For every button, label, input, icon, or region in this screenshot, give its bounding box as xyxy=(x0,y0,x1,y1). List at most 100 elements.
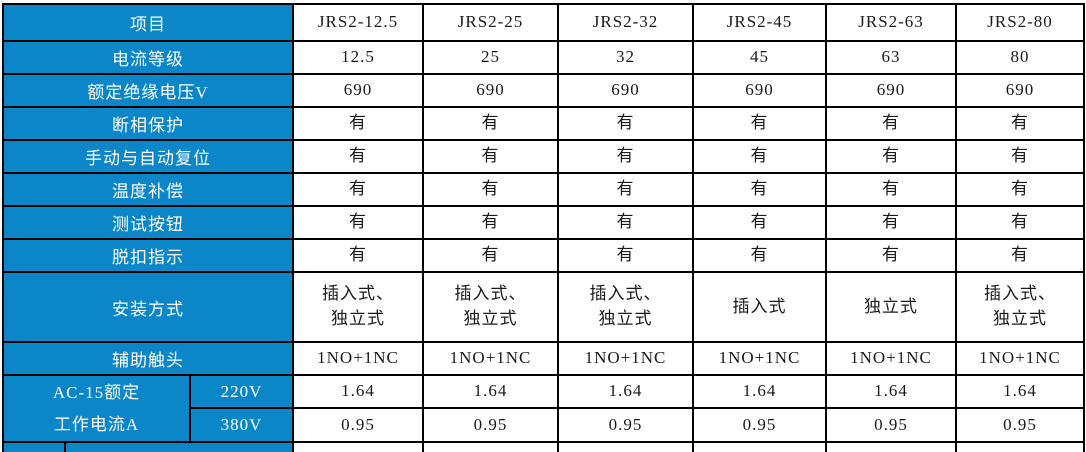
column-header: JRS2-32 xyxy=(557,3,695,42)
partial-cell xyxy=(63,441,295,452)
table-cell: 有 xyxy=(557,238,695,273)
table-cell: 1NO+1NC xyxy=(557,341,695,376)
table-cell: 1NO+1NC xyxy=(825,341,958,376)
row-label: 脱扣指示 xyxy=(1,238,295,273)
table-cell: 插入式、 独立式 xyxy=(422,271,560,343)
table-cell: 有 xyxy=(692,139,828,174)
row-label: 电流等级 xyxy=(1,40,295,75)
table-cell: 有 xyxy=(692,106,828,141)
table-row-auxiliary-contact: 辅助触头 1NO+1NC 1NO+1NC 1NO+1NC 1NO+1NC 1NO… xyxy=(1,341,1086,376)
table-cell: 有 xyxy=(955,205,1086,240)
column-header: JRS2-25 xyxy=(422,3,560,42)
table-cell: 690 xyxy=(692,73,828,108)
table-row-mounting-type: 安装方式 插入式、 独立式 插入式、 独立式 插入式、 独立式 插入式 独立式 … xyxy=(1,271,1086,343)
table-cell: 690 xyxy=(557,73,695,108)
table-cell: 1.64 xyxy=(292,374,425,409)
table-cell: 插入式 xyxy=(692,271,828,343)
table-cell: 有 xyxy=(825,238,958,273)
table-cell: 12.5 xyxy=(292,40,425,75)
partial-cell xyxy=(2,441,66,452)
column-header: JRS2-63 xyxy=(825,3,958,42)
row-label: 辅助触头 xyxy=(1,341,295,376)
table-cell: 有 xyxy=(422,172,560,207)
table-header-row: 项目 JRS2-12.5 JRS2-25 JRS2-32 JRS2-45 JRS… xyxy=(1,3,1086,42)
ac15-group-label-line1: AC-15额定 xyxy=(52,383,141,403)
table-cell: 有 xyxy=(825,106,958,141)
table-cell: 有 xyxy=(955,106,1086,141)
table-cell: 45 xyxy=(692,40,828,75)
column-header: JRS2-80 xyxy=(955,3,1086,42)
table-cell: 690 xyxy=(825,73,958,108)
table-cell: 有 xyxy=(292,205,425,240)
table-cell: 1.64 xyxy=(692,374,828,409)
table-cell: 有 xyxy=(557,106,695,141)
table-cell: 0.95 xyxy=(557,407,695,443)
table-cell: 插入式、 独立式 xyxy=(955,271,1086,343)
partial-cell xyxy=(292,441,425,452)
table-cell: 有 xyxy=(557,205,695,240)
ac15-group-label-line2: 工作电流A xyxy=(53,414,140,434)
table-row-insulation-voltage: 额定绝缘电压V 690 690 690 690 690 690 xyxy=(1,73,1086,108)
column-header: JRS2-12.5 xyxy=(292,3,425,42)
table-cell: 0.95 xyxy=(692,407,828,443)
table-cell: 有 xyxy=(422,106,560,141)
table-cell: 63 xyxy=(825,40,958,75)
header-label: 项目 xyxy=(1,3,295,42)
row-label: 断相保护 xyxy=(1,106,295,141)
table-cell: 0.95 xyxy=(422,407,560,443)
table-cell: 1.64 xyxy=(422,374,560,409)
table-cell: 25 xyxy=(422,40,560,75)
table-cell: 1NO+1NC xyxy=(292,341,425,376)
table-cell: 有 xyxy=(557,139,695,174)
table-cell: 32 xyxy=(557,40,695,75)
partial-cell xyxy=(692,441,828,452)
table-cell: 0.95 xyxy=(825,407,958,443)
table-cell: 690 xyxy=(422,73,560,108)
table-cell: 有 xyxy=(955,238,1086,273)
table-row-phase-failure: 断相保护 有 有 有 有 有 有 xyxy=(1,106,1086,141)
table-cell: 1.64 xyxy=(557,374,695,409)
table-cell: 80 xyxy=(955,40,1086,75)
row-label: 测试按钮 xyxy=(1,205,295,240)
table-cell: 有 xyxy=(825,205,958,240)
table-cell: 有 xyxy=(692,205,828,240)
table-cell: 有 xyxy=(955,139,1086,174)
sub-row-label: 220V xyxy=(188,374,295,409)
row-label: 手动与自动复位 xyxy=(1,139,295,174)
table-cell: 独立式 xyxy=(825,271,958,343)
table-cell: 1NO+1NC xyxy=(692,341,828,376)
table-cell: 插入式、 独立式 xyxy=(292,271,425,343)
table-row-trip-indicator: 脱扣指示 有 有 有 有 有 有 xyxy=(1,238,1086,273)
table-cell: 1NO+1NC xyxy=(422,341,560,376)
table-row-manual-auto-reset: 手动与自动复位 有 有 有 有 有 有 xyxy=(1,139,1086,174)
table-row-test-button: 测试按钮 有 有 有 有 有 有 xyxy=(1,205,1086,240)
table-cell: 有 xyxy=(292,106,425,141)
table-row-temp-compensation: 温度补偿 有 有 有 有 有 有 xyxy=(1,172,1086,207)
table-cell: 有 xyxy=(825,172,958,207)
table-cell: 有 xyxy=(557,172,695,207)
table-row-ac15-380v: 380V 0.95 0.95 0.95 0.95 0.95 0.95 xyxy=(3,407,1086,443)
partial-cell xyxy=(422,441,560,452)
table-cell: 0.95 xyxy=(955,407,1086,443)
spec-table: 项目 JRS2-12.5 JRS2-25 JRS2-32 JRS2-45 JRS… xyxy=(1,3,1086,452)
table-cell: 1NO+1NC xyxy=(955,341,1086,376)
table-cell: 有 xyxy=(825,139,958,174)
partial-cell xyxy=(557,441,695,452)
table-cell: 有 xyxy=(955,172,1086,207)
table-cell: 有 xyxy=(292,238,425,273)
column-header: JRS2-45 xyxy=(692,3,828,42)
table-cell: 有 xyxy=(422,205,560,240)
table-cell: 有 xyxy=(692,172,828,207)
table-cell: 有 xyxy=(422,139,560,174)
row-label: 温度补偿 xyxy=(1,172,295,207)
ac15-group-label: AC-15额定 工作电流A xyxy=(2,374,191,443)
table-row-ac15-220v: AC-15额定 工作电流A 220V 1.64 1.64 1.64 1.64 1… xyxy=(2,374,1086,443)
partial-cell xyxy=(955,441,1086,452)
table-cell: 1.64 xyxy=(955,374,1086,409)
table-cell: 插入式、 独立式 xyxy=(557,271,695,343)
table-cell: 有 xyxy=(422,238,560,273)
table-cell: 有 xyxy=(692,238,828,273)
table-cell: 0.95 xyxy=(292,407,425,443)
table-cell: 有 xyxy=(292,172,425,207)
